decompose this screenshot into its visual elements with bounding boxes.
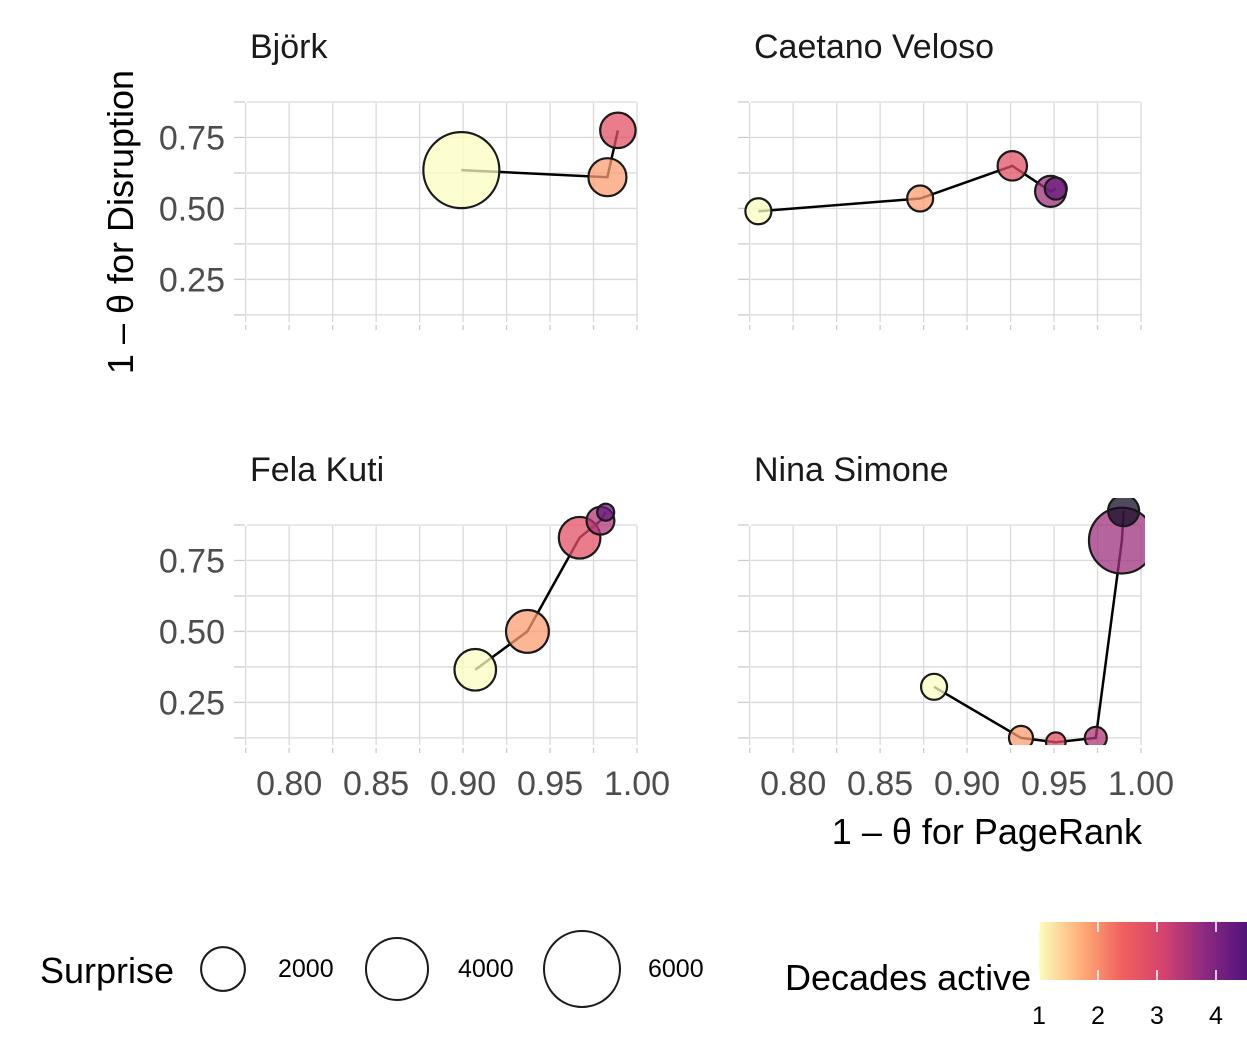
x-tick-label: 0.90 [934,765,1000,803]
x-tick-label: 0.90 [430,765,496,803]
facet-title-fela-kuti: Fela Kuti [250,451,384,489]
legend-surprise-label-4000: 4000 [458,955,514,983]
facet-title-nina-simone: Nina Simone [754,451,949,489]
data-point [422,131,501,210]
data-point [996,150,1029,182]
x-tick-label: 0.80 [256,765,322,803]
x-tick-label: 1.00 [604,765,670,803]
legend-surprise-title: Surprise [40,950,174,991]
data-point [906,184,935,213]
y-tick-label: 0.50 [159,190,225,228]
legend-decades: Decades active 1 2 3 4 [785,922,1247,1030]
facet-panel-nina-simone: 0.80 0.85 0.90 0.95 1.00 [738,498,1174,803]
y-tick-label: 0.50 [159,613,225,651]
x-tick-label: 0.85 [847,765,913,803]
y-axis-title: 1 – θ for Disruption [100,70,141,374]
legend-size-keys [200,930,621,1008]
legend-decades-title: Decades active [785,957,1031,998]
data-point [599,111,637,150]
data-point [1043,176,1068,201]
data-point [1007,724,1035,745]
legend-size-key [200,946,246,992]
data-point [587,157,628,198]
data-point [919,672,949,701]
legend-decades-colorbar [1039,922,1247,980]
data-point [504,608,550,654]
legend-decades-label-2: 2 [1091,1002,1105,1030]
x-tick-label: 1.00 [1108,765,1174,803]
legend-surprise-label-2000: 2000 [278,955,334,983]
data-point [453,647,498,692]
legend-decades-ticks [1038,922,1217,980]
y-tick-label: 0.75 [159,119,225,157]
facet-panel-fela-kuti: 0.25 0.50 0.75 0.80 0.85 0.90 0.95 1.00 [159,502,670,803]
legend-decades-label-4: 4 [1209,1002,1223,1030]
y-tick-label: 0.75 [159,542,225,580]
legend-size-key [543,930,621,1008]
x-tick-label: 0.80 [760,765,826,803]
facet-panel-bjork: 0.25 0.50 0.75 [159,101,638,330]
data-point [1107,498,1141,528]
data-point [596,502,616,522]
x-tick-label: 0.85 [343,765,409,803]
legend-size-key [365,937,429,1001]
legend-surprise: Surprise 2000 4000 6000 [40,930,704,1008]
legend-decades-label-1: 1 [1032,1002,1046,1030]
data-point [1083,725,1108,745]
y-tick-label: 0.25 [159,261,225,299]
data-point [744,197,773,226]
x-tick-label: 0.95 [1021,765,1087,803]
legend-surprise-label-6000: 6000 [648,955,704,983]
facet-panel-caetano-veloso [738,101,1142,330]
facet-title-caetano-veloso: Caetano Veloso [754,28,994,66]
y-tick-label: 0.25 [159,684,225,722]
legend-decades-label-3: 3 [1150,1002,1164,1030]
data-point [1044,731,1067,745]
facet-title-bjork: Björk [250,28,328,66]
x-axis-title: 1 – θ for PageRank [832,811,1143,852]
x-tick-label: 0.95 [517,765,583,803]
